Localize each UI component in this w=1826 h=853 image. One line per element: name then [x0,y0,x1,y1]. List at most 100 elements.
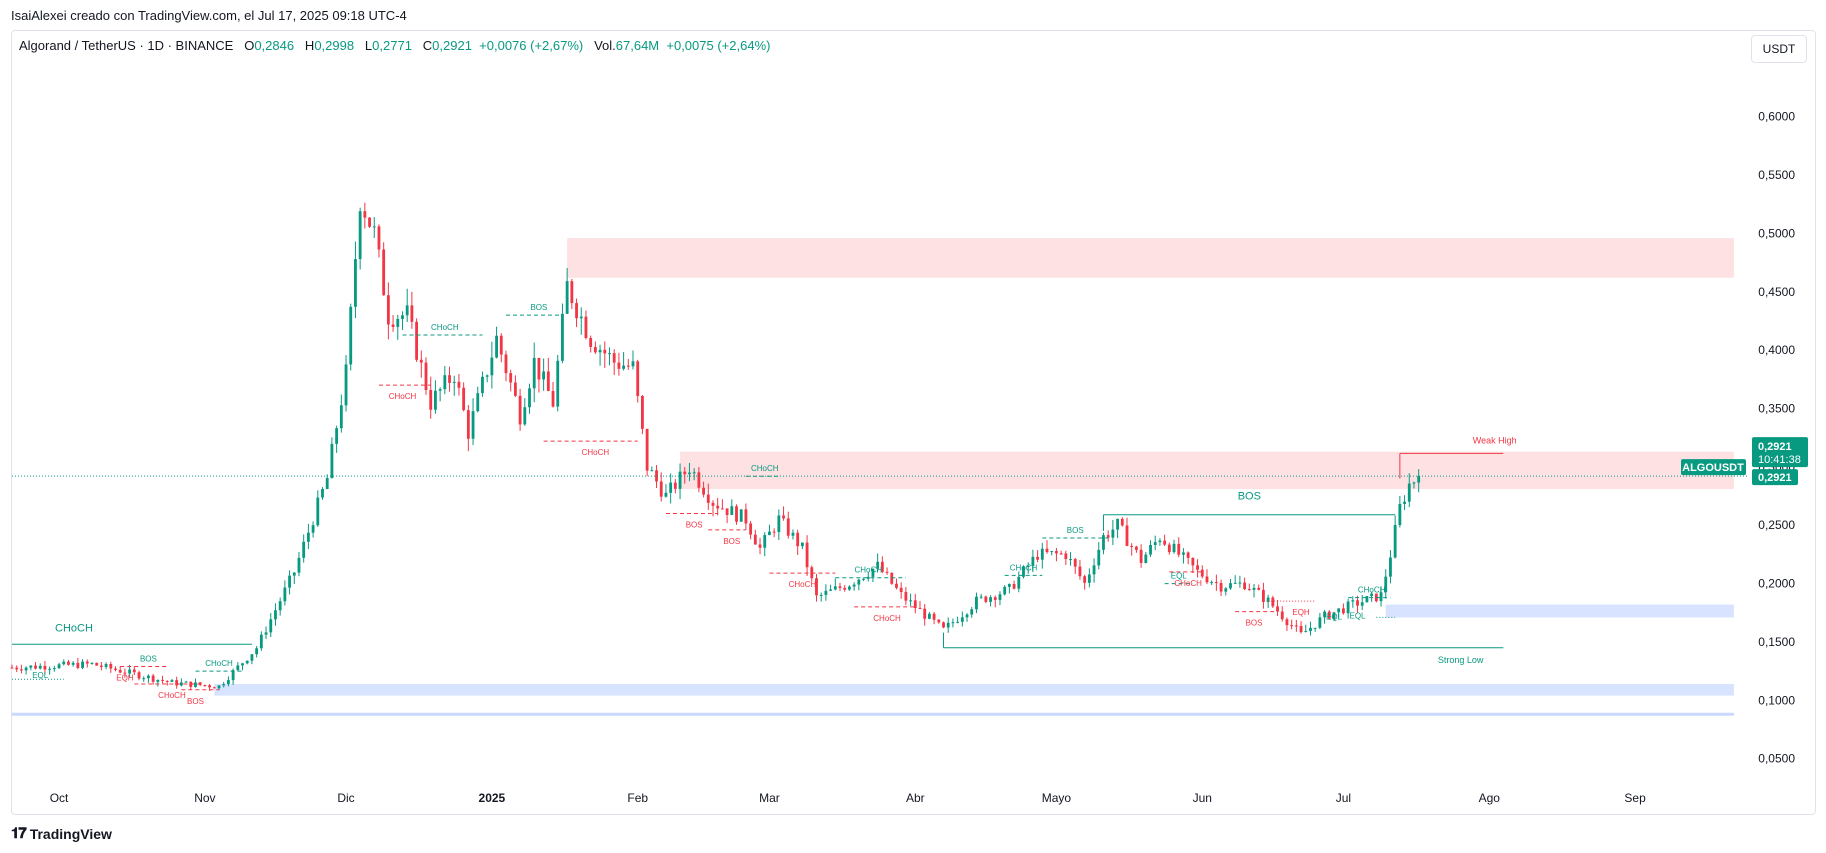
candle-body [434,390,437,410]
candle-body [179,682,183,686]
candle-body [753,534,757,545]
candle-body [1247,589,1251,591]
choch-major-label: CHoCH [55,622,93,634]
candle-body [1200,569,1204,577]
candle-body [673,482,677,489]
candle-body [1252,587,1256,590]
candle-body [90,662,94,664]
candle-body [970,609,974,615]
candle-body [302,541,306,558]
candle-body [344,364,348,406]
structure-label: EQL [32,671,49,680]
x-tick-label: Jul [1336,791,1351,805]
x-tick-label: Jun [1193,791,1212,805]
candle-body [1092,565,1096,575]
candle-body [339,405,343,429]
candle-body [946,622,950,628]
candle-body [198,682,202,685]
candle-body [485,375,489,377]
candle-body [1059,553,1063,555]
candle-body [890,572,894,584]
candle-body [923,608,927,619]
candle-body [104,664,108,667]
candle-body [1055,551,1058,554]
candle-body [358,211,362,260]
candle-body [109,664,113,669]
candle-body [1116,518,1119,530]
candle-body [1073,559,1077,567]
candle-body [165,680,169,682]
candle-body [895,583,898,588]
candle-body [805,542,809,568]
supply-zone [567,238,1734,278]
y-tick-label: 0,4000 [1758,343,1795,357]
candle-body [372,226,376,228]
candle-body [438,389,442,391]
candle-body [561,313,564,361]
x-tick-label: Abr [906,791,925,805]
y-tick-label: 0,1000 [1758,693,1795,707]
candle-body [1167,544,1171,553]
candle-body [1149,544,1152,555]
candle-body [222,684,226,686]
candle-body [410,305,414,322]
tradingview-brand[interactable]: 𝟏𝟕 TradingView [11,825,112,842]
candle-body [1214,582,1218,584]
candle-body [382,249,386,296]
countdown-label: 10:41:38 [1758,454,1801,466]
candle-body [1280,611,1284,620]
symbol-name[interactable]: Algorand / TetherUS · 1D · BINANCE [19,38,234,53]
currency-button[interactable]: USDT [1751,35,1807,63]
y-tick-label: 0,1500 [1758,635,1795,649]
candle-body [448,375,451,383]
structure-label: EQL [1350,611,1367,620]
candle-body [857,579,861,585]
candle-body [791,532,795,536]
y-tick-label: 0,3500 [1758,401,1795,415]
candle-body [43,665,47,670]
candle-body [128,669,132,674]
candle-body [593,346,597,353]
candle-body [1370,593,1374,597]
candle-body [749,523,753,535]
x-tick-label: Dic [337,791,354,805]
candle-body [899,587,903,593]
candle-body [1177,543,1181,555]
candle-body [250,654,254,661]
structure-label: CHoCH [582,448,610,457]
candle-body [95,662,99,666]
x-tick-label: Nov [194,791,215,805]
candle-body [114,668,117,670]
x-tick-label: 2025 [479,791,506,805]
chart-caption: IsaiAlexei creado con TradingView.com, e… [11,8,407,23]
candle-body [1022,566,1025,577]
candle-body [848,586,851,590]
candle-body [1083,576,1087,583]
candle-body [579,316,583,319]
candle-body [386,295,390,325]
candle-body [904,592,908,601]
candle-body [194,682,197,687]
candle-body [617,362,621,369]
candle-body [692,472,696,474]
candle-body [688,472,691,475]
candle-body [937,619,941,623]
candle-body [1210,582,1214,584]
candle-body [1106,535,1110,538]
close-value: 0,2921 [432,38,472,53]
candle-body [1262,589,1265,602]
candle-body [354,259,357,307]
candle-body [1153,542,1157,545]
structure-label: EQL [1326,612,1343,621]
candle-body [862,578,865,580]
candle-body [1384,576,1388,593]
candle-body [993,597,997,600]
candle-body [603,349,607,354]
candle-body [24,667,28,671]
candle-body [1064,553,1068,560]
candle-body [1238,582,1242,584]
candle-body [838,586,842,588]
structure-label: CHoCH [854,566,882,575]
candle-body [1379,592,1383,602]
